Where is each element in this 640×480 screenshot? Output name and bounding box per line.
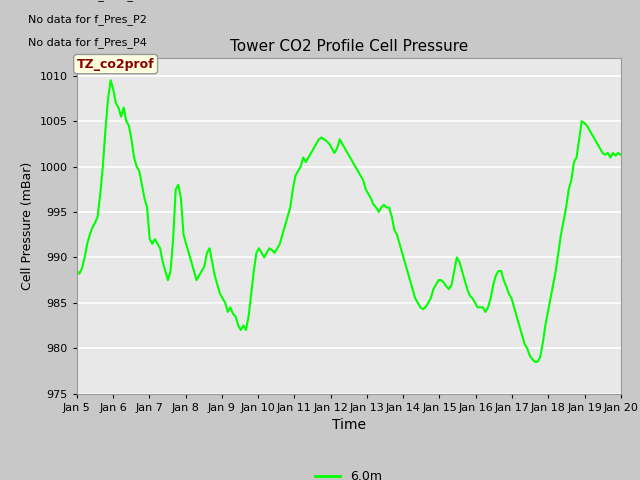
Title: Tower CO2 Profile Cell Pressure: Tower CO2 Profile Cell Pressure — [230, 39, 468, 54]
Text: No data for f_Pres_P4: No data for f_Pres_P4 — [28, 37, 147, 48]
Text: TZ_co2prof: TZ_co2prof — [77, 58, 154, 71]
X-axis label: Time: Time — [332, 418, 366, 432]
Legend: 6.0m: 6.0m — [310, 465, 387, 480]
Text: No data for f_Pres_P1: No data for f_Pres_P1 — [28, 0, 147, 1]
Text: No data for f_Pres_P2: No data for f_Pres_P2 — [28, 14, 147, 25]
Y-axis label: Cell Pressure (mBar): Cell Pressure (mBar) — [21, 161, 34, 290]
